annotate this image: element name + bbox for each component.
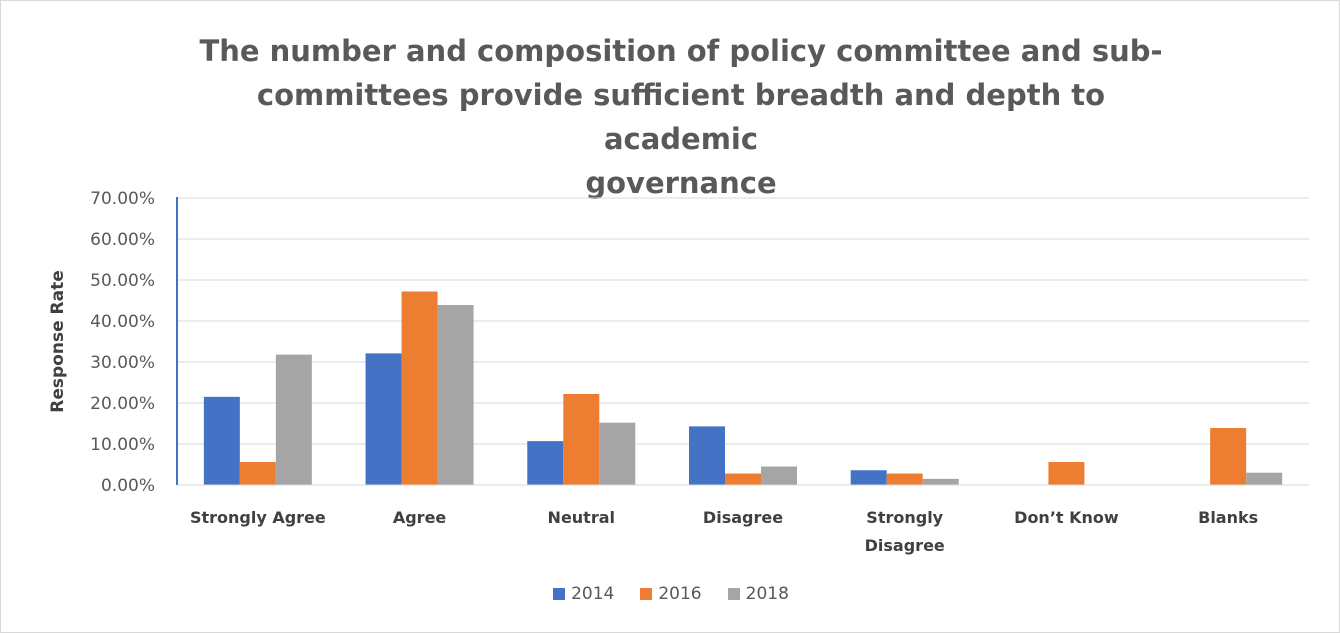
bar-2016-strongly-disagree — [886, 473, 923, 485]
bar-2018-agree — [437, 305, 474, 485]
y-tick-label: 20.00% — [90, 394, 155, 414]
bar-2016-blanks — [1210, 428, 1247, 485]
x-tick-label: Strongly — [866, 508, 943, 527]
bar-2016-disagree — [725, 473, 761, 485]
chart-title-line-1: The number and composition of policy com… — [199, 34, 1163, 68]
legend-item-2014: 2014 — [553, 584, 614, 604]
y-tick-label: 60.00% — [90, 230, 155, 250]
bar-2016-strongly-agree — [239, 462, 276, 485]
bar-2018-strongly-agree — [275, 354, 312, 485]
bar-2018-disagree — [761, 466, 797, 485]
legend-label-2016: 2016 — [658, 584, 702, 604]
x-tick-label: Disagree — [865, 536, 945, 555]
labels: 0.00% 10.00% 20.00% 30.00% 40.00% 50.00% 60.00… — [90, 189, 1258, 555]
bar-2016-agree — [401, 291, 438, 485]
y-tick-label: 40.00% — [90, 312, 155, 332]
chart-title-line-3: governance — [585, 166, 777, 200]
legend-swatch-2018 — [727, 588, 740, 600]
bar-2018-blanks — [1246, 472, 1283, 485]
bar-2016-neutral — [563, 393, 600, 485]
bars — [203, 291, 1283, 485]
legend-swatch-2014 — [553, 588, 566, 600]
legend-item-2016: 2016 — [640, 584, 702, 604]
bar-2016-don-t-know — [1048, 462, 1085, 485]
x-tick-label: Disagree — [703, 508, 783, 527]
axes — [176, 197, 1309, 486]
bar-2018-strongly-disagree — [922, 478, 959, 485]
bar-2014-strongly-disagree — [850, 470, 887, 485]
legend-item-2018: 2018 — [727, 584, 789, 604]
y-tick-label: 0.00% — [101, 476, 155, 496]
legend-label-2018: 2018 — [745, 584, 789, 604]
legend-label-2014: 2014 — [571, 584, 615, 604]
x-tick-label: Don’t Know — [1014, 508, 1119, 527]
gridlines — [177, 197, 1309, 445]
x-tick-label: Agree — [393, 508, 447, 527]
bar-2014-agree — [365, 353, 402, 485]
bar-2014-neutral — [527, 441, 564, 485]
y-tick-label: 70.00% — [90, 189, 155, 209]
y-tick-label: 30.00% — [90, 353, 155, 373]
y-axis-title: Response Rate — [48, 270, 68, 412]
chart-title-line-2: committees provide sufficient breadth an… — [256, 78, 1106, 156]
chart-title: The number and composition of policy com… — [181, 29, 1181, 205]
legend-swatch-2016 — [640, 588, 653, 600]
y-tick-label: 10.00% — [90, 435, 155, 455]
legend: 2014 2016 2018 — [1, 584, 1340, 604]
bar-2014-disagree — [689, 426, 725, 485]
bar-2014-strongly-agree — [203, 396, 240, 485]
x-tick-label: Neutral — [548, 508, 615, 527]
y-tick-label: 50.00% — [90, 271, 155, 291]
x-tick-label: Strongly Agree — [190, 508, 326, 527]
bar-2018-neutral — [599, 422, 636, 485]
x-tick-label: Blanks — [1198, 508, 1258, 527]
